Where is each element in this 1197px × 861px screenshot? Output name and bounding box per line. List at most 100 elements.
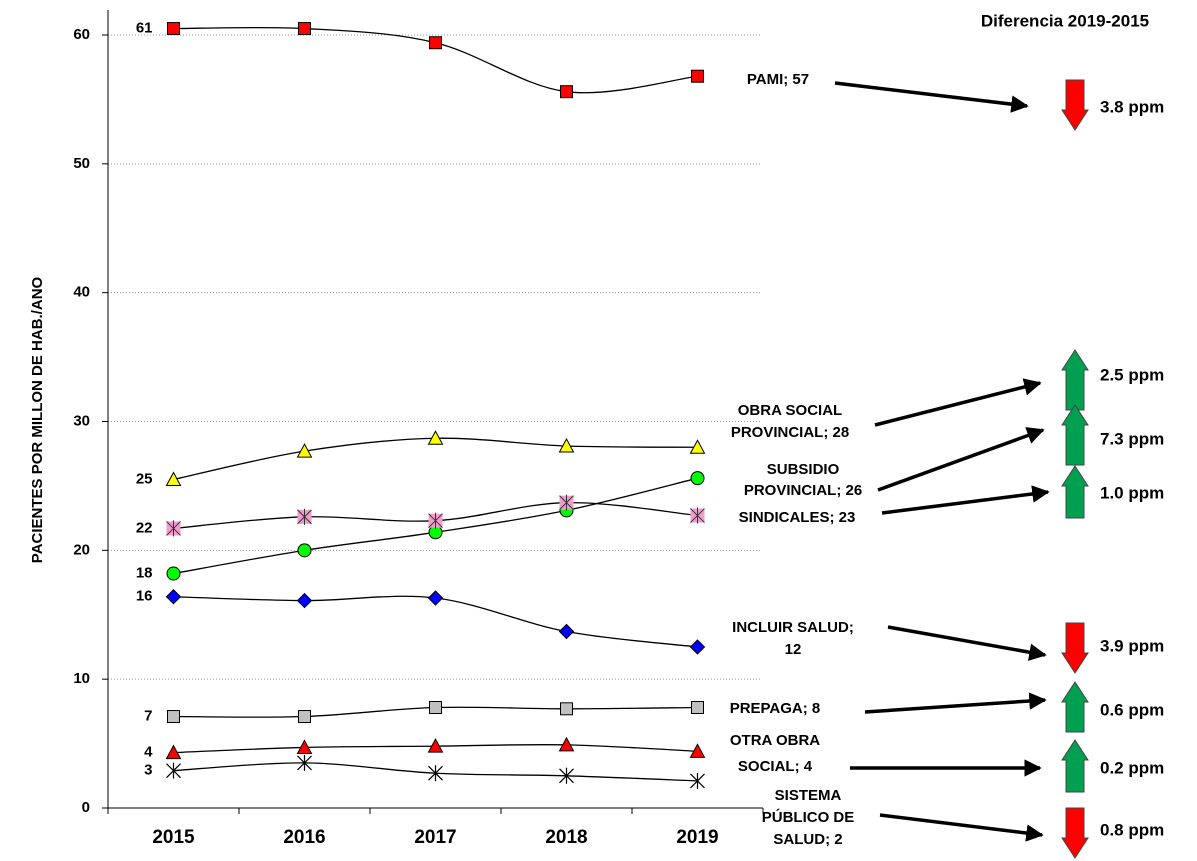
marker <box>558 437 575 453</box>
marker <box>689 743 706 758</box>
data-label: 61 <box>136 20 153 37</box>
marker <box>167 710 180 724</box>
marker-star <box>297 508 312 525</box>
marker <box>298 710 311 724</box>
y-tick-label: 0 <box>82 799 90 816</box>
marker <box>297 543 312 558</box>
y-tick-label: 50 <box>73 155 90 172</box>
series-label: SUBSIDIO <box>767 461 840 478</box>
series-label: SOCIAL; 4 <box>738 758 813 775</box>
data-label: 18 <box>136 564 153 581</box>
series-label: OBRA SOCIAL <box>738 402 842 419</box>
trend-arrow <box>1061 79 1089 131</box>
marker <box>558 623 575 640</box>
marker <box>690 772 705 789</box>
marker <box>296 739 313 754</box>
series-label: SALUD; 2 <box>773 831 842 848</box>
marker <box>689 439 706 454</box>
pointer-arrow <box>881 485 1050 515</box>
y-tick-label: 40 <box>73 284 90 301</box>
marker <box>558 736 575 752</box>
marker <box>297 508 312 525</box>
trend-arrow <box>1061 807 1089 859</box>
marker <box>560 85 573 99</box>
y-tick-label: 10 <box>73 670 90 687</box>
marker-star <box>166 520 181 537</box>
marker <box>427 430 444 445</box>
x-tick-label: 2016 <box>283 827 325 848</box>
x-tick-label: 2017 <box>414 827 456 848</box>
marker <box>427 590 444 606</box>
diff-label: 0.8 ppm <box>1100 820 1164 839</box>
marker <box>166 520 181 537</box>
trend-arrow <box>1061 622 1089 674</box>
marker <box>298 22 311 36</box>
marker <box>297 754 312 771</box>
marker <box>691 69 704 83</box>
marker-star <box>559 494 574 511</box>
marker <box>165 471 182 486</box>
x-tick-label: 2015 <box>152 827 195 848</box>
series-label: PROVINCIAL; 28 <box>731 424 849 441</box>
pointer-arrow <box>874 378 1042 427</box>
y-tick-label: 60 <box>73 26 90 43</box>
marker <box>427 738 444 753</box>
x-tick-label: 2018 <box>545 827 587 848</box>
trend-arrow <box>1061 681 1089 733</box>
series-label: SINDICALES; 23 <box>739 509 856 526</box>
pointer-arrow <box>877 427 1045 492</box>
marker <box>429 701 442 715</box>
marker-star <box>428 512 443 529</box>
marker <box>690 507 705 524</box>
marker <box>428 765 443 782</box>
trend-arrow <box>1061 465 1089 519</box>
series-label: PÚBLICO DE <box>762 808 855 826</box>
diff-label: 3.9 ppm <box>1100 636 1164 655</box>
diff-label: 0.6 ppm <box>1100 700 1164 719</box>
pointer-arrow <box>887 625 1047 661</box>
y-axis-title: PACIENTES POR MILLON DE HAB./ANO <box>29 276 46 563</box>
marker-star <box>690 507 705 524</box>
trend-arrow <box>1061 404 1089 466</box>
series-label: INCLUIR SALUD; <box>732 619 854 636</box>
pointer-arrow <box>879 813 1044 842</box>
marker <box>691 701 704 715</box>
marker <box>296 443 313 458</box>
series-label: 12 <box>785 641 802 658</box>
data-label: 3 <box>144 762 152 779</box>
diff-label: 3.8 ppm <box>1100 97 1164 116</box>
diff-label: 0.2 ppm <box>1100 758 1164 777</box>
marker <box>428 512 443 529</box>
marker <box>690 471 705 486</box>
series-label: PROVINCIAL; 26 <box>744 482 862 499</box>
series-label: SISTEMA <box>775 787 842 804</box>
marker <box>165 589 182 605</box>
marker <box>166 762 181 779</box>
marker <box>560 702 573 716</box>
x-tick-label: 2019 <box>676 827 718 848</box>
marker <box>429 36 442 50</box>
marker <box>689 639 706 655</box>
trend-arrow <box>1061 739 1089 793</box>
data-label: 4 <box>144 744 153 761</box>
data-label: 25 <box>136 470 153 487</box>
series-label: PAMI; 57 <box>747 71 809 88</box>
data-label: 7 <box>144 707 152 724</box>
trend-arrow <box>1061 349 1089 411</box>
data-label: 16 <box>136 588 153 605</box>
chart-title: Diferencia 2019-2015 <box>981 11 1149 30</box>
marker <box>167 22 180 36</box>
diff-label: 2.5 ppm <box>1100 365 1164 384</box>
marker <box>166 566 181 581</box>
marker <box>296 592 313 609</box>
marker <box>559 767 574 784</box>
series-label: OTRA OBRA <box>730 732 820 749</box>
marker <box>165 744 182 760</box>
y-tick-label: 30 <box>73 412 90 429</box>
pointer-arrow <box>864 692 1047 714</box>
y-tick-label: 20 <box>73 541 90 558</box>
marker <box>559 494 574 511</box>
pointer-arrow <box>834 81 1029 113</box>
diff-label: 7.3 ppm <box>1100 429 1164 448</box>
diff-label: 1.0 ppm <box>1100 483 1164 502</box>
